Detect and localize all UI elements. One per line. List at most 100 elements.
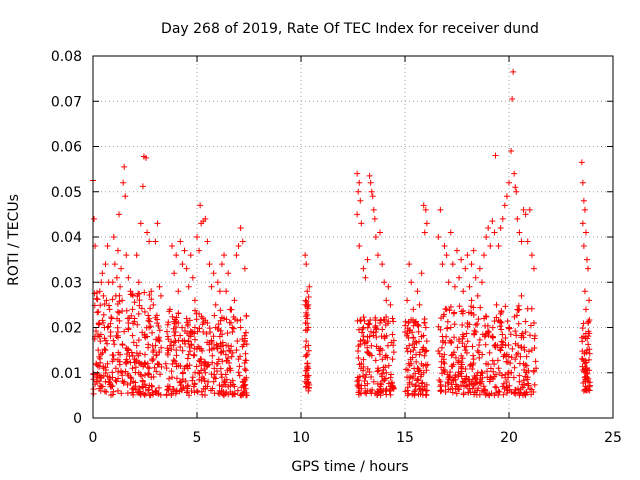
data-point (419, 379, 426, 386)
data-point (435, 347, 442, 354)
data-point (514, 215, 521, 222)
data-point (183, 265, 190, 272)
data-point (97, 302, 104, 309)
data-point (474, 347, 481, 354)
y-tick-label: 0.02 (51, 321, 82, 337)
data-point (451, 349, 458, 356)
data-point (438, 315, 445, 322)
data-point (223, 357, 230, 364)
data-point (465, 376, 472, 383)
data-point (228, 306, 235, 313)
data-point (523, 389, 530, 396)
data-point (187, 342, 194, 349)
data-point (154, 220, 161, 227)
data-point (411, 388, 418, 395)
data-point (112, 377, 119, 384)
data-point (483, 313, 490, 320)
data-point (128, 375, 135, 382)
data-point (515, 307, 522, 314)
data-point (523, 362, 530, 369)
data-point (388, 379, 395, 386)
data-point (404, 297, 411, 304)
data-point (417, 390, 424, 397)
data-point (356, 361, 363, 368)
data-point (204, 238, 211, 245)
data-point (213, 360, 220, 367)
x-tick-label: 15 (396, 430, 414, 446)
data-point (95, 320, 102, 327)
data-point (179, 324, 186, 331)
data-point (156, 283, 163, 290)
data-point (580, 243, 587, 250)
data-point (484, 368, 491, 375)
data-point (376, 347, 383, 354)
data-point (148, 382, 155, 389)
data-point (415, 328, 422, 335)
data-point (504, 359, 511, 366)
data-point (501, 386, 508, 393)
data-point (383, 297, 390, 304)
data-point (130, 339, 137, 346)
data-point (199, 315, 206, 322)
data-point (132, 369, 139, 376)
data-point (403, 366, 410, 373)
data-point (413, 358, 420, 365)
data-point (181, 247, 188, 254)
data-point (303, 298, 310, 305)
data-point (149, 383, 156, 390)
data-point (362, 374, 369, 381)
data-point (134, 321, 141, 328)
data-point (110, 388, 117, 395)
data-point (509, 95, 516, 102)
data-point (369, 193, 376, 200)
data-point (364, 380, 371, 387)
data-point (145, 387, 152, 394)
data-point (585, 375, 592, 382)
data-point (363, 390, 370, 397)
data-point (387, 391, 394, 398)
data-point (239, 238, 246, 245)
data-point (513, 188, 520, 195)
data-point (485, 361, 492, 368)
data-point (487, 243, 494, 250)
data-point (454, 344, 461, 351)
data-point (582, 364, 589, 371)
data-point (368, 374, 375, 381)
data-point (154, 316, 161, 323)
data-point (456, 274, 463, 281)
data-point (390, 342, 397, 349)
data-point (206, 261, 213, 268)
data-point (171, 358, 178, 365)
data-point (109, 296, 116, 303)
data-point (355, 326, 362, 333)
data-point (179, 347, 186, 354)
data-point (508, 148, 515, 155)
data-point (111, 261, 118, 268)
data-point (580, 197, 587, 204)
data-point (448, 381, 455, 388)
data-point (136, 297, 143, 304)
data-point (107, 333, 114, 340)
data-point (169, 243, 176, 250)
data-point (414, 288, 421, 295)
data-point (175, 337, 182, 344)
data-point (213, 368, 220, 375)
data-point (109, 279, 116, 286)
data-point (497, 318, 504, 325)
data-point (133, 342, 140, 349)
data-point (196, 247, 203, 254)
data-point (242, 367, 249, 374)
data-point (580, 357, 587, 364)
data-point (360, 265, 367, 272)
data-point (144, 229, 151, 236)
data-point (486, 378, 493, 385)
data-point (166, 342, 173, 349)
data-point (451, 283, 458, 290)
data-point (423, 347, 430, 354)
data-point (302, 353, 309, 360)
data-point (363, 371, 370, 378)
data-point (442, 389, 449, 396)
data-point (381, 316, 388, 323)
data-point (478, 279, 485, 286)
data-point (458, 359, 465, 366)
